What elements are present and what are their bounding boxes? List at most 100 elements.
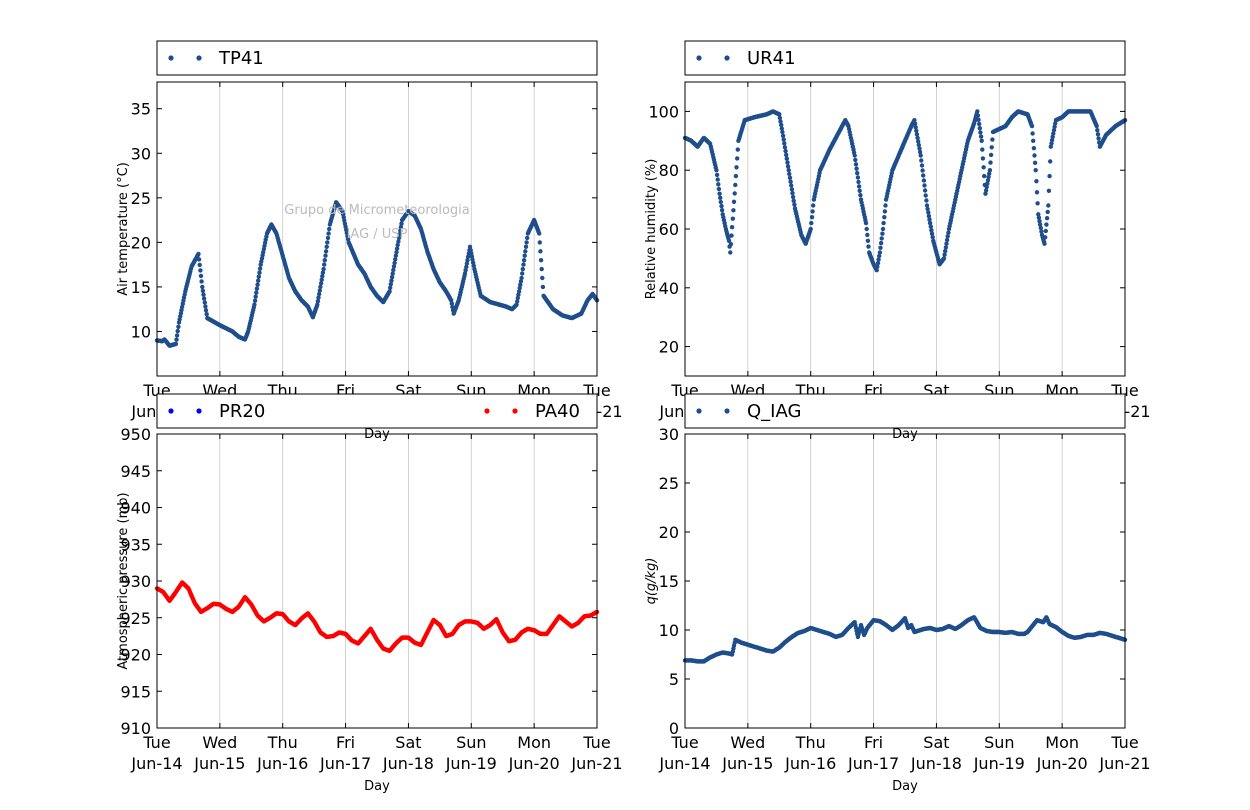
data-point bbox=[317, 288, 322, 293]
data-point bbox=[988, 152, 994, 158]
data-point bbox=[912, 118, 917, 123]
x-tick-label-date: Jun-15 bbox=[721, 754, 773, 773]
data-point bbox=[929, 231, 935, 236]
data-point bbox=[918, 153, 923, 158]
data-point bbox=[865, 238, 871, 243]
data-point bbox=[391, 264, 397, 269]
data-point bbox=[198, 273, 204, 279]
data-point bbox=[390, 271, 395, 276]
data-point bbox=[790, 190, 795, 196]
x-tick-label-date: Jun-20 bbox=[508, 754, 560, 773]
x-tick-label-day: Wed bbox=[202, 733, 237, 752]
data-point bbox=[985, 178, 991, 183]
data-point bbox=[173, 341, 179, 347]
data-point bbox=[924, 198, 929, 203]
data-point bbox=[257, 266, 263, 271]
x-tick-label-date: Jun-19 bbox=[445, 754, 497, 773]
data-point bbox=[882, 209, 888, 214]
legend-box bbox=[684, 393, 1126, 429]
x-tick-label-day: Tue bbox=[1110, 733, 1138, 752]
legend-box bbox=[156, 393, 598, 429]
data-point bbox=[913, 125, 918, 130]
data-point bbox=[256, 278, 261, 283]
data-point bbox=[395, 242, 400, 248]
data-point bbox=[790, 194, 796, 200]
data-point bbox=[319, 277, 324, 282]
x-tick-label-date: Jun-17 bbox=[319, 754, 371, 773]
data-point bbox=[255, 282, 260, 287]
data-point bbox=[989, 145, 994, 150]
data-point bbox=[919, 158, 924, 163]
data-point bbox=[254, 286, 260, 291]
data-point bbox=[515, 299, 520, 304]
data-point bbox=[201, 296, 207, 301]
data-point bbox=[1048, 159, 1053, 164]
data-point bbox=[986, 174, 991, 180]
y-tick-label: 20 bbox=[659, 523, 679, 542]
x-tick-label-date: Jun-14 bbox=[130, 754, 182, 773]
data-point bbox=[735, 147, 740, 152]
y-tick-label: 15 bbox=[659, 572, 679, 591]
y-tick-label: 950 bbox=[120, 425, 151, 444]
data-point bbox=[537, 231, 542, 236]
x-tick-label-date: Jun-15 bbox=[193, 754, 245, 773]
data-point bbox=[726, 238, 732, 243]
y-tick-label: 925 bbox=[120, 609, 151, 628]
data-point bbox=[1037, 219, 1042, 224]
data-point bbox=[1029, 123, 1035, 129]
data-point bbox=[785, 160, 790, 165]
data-point bbox=[923, 193, 928, 198]
watermark-line1: Grupo de Micrometeorologia bbox=[284, 203, 470, 218]
data-point bbox=[1049, 137, 1055, 143]
y-tick-label: 940 bbox=[120, 499, 151, 518]
data-point bbox=[915, 135, 920, 141]
data-point bbox=[881, 220, 886, 226]
data-point bbox=[856, 179, 861, 185]
data-point bbox=[863, 220, 869, 226]
data-point bbox=[1042, 241, 1047, 246]
data-point bbox=[914, 128, 919, 133]
data-point bbox=[927, 217, 932, 222]
series-TP41 bbox=[154, 200, 600, 348]
data-point bbox=[789, 187, 795, 192]
data-point bbox=[978, 130, 983, 135]
y-tick-label: 40 bbox=[659, 279, 679, 298]
data-point bbox=[852, 153, 857, 158]
plot-frame bbox=[156, 81, 598, 377]
data-point bbox=[945, 234, 950, 239]
y-axis-label: q(g/kg) bbox=[644, 558, 659, 605]
data-point bbox=[389, 274, 395, 280]
legend-label: PA40 bbox=[535, 401, 580, 422]
data-point bbox=[785, 164, 791, 169]
x-tick-label-day: Fri bbox=[864, 733, 883, 752]
legend-box bbox=[684, 40, 1126, 76]
data-point bbox=[465, 258, 470, 263]
y-tick-label: 100 bbox=[648, 102, 679, 121]
data-point bbox=[912, 121, 918, 126]
data-point bbox=[396, 235, 402, 241]
legend-marker bbox=[724, 55, 730, 61]
data-point bbox=[514, 302, 519, 307]
data-point bbox=[325, 240, 330, 245]
x-tick-label-date: Jun-20 bbox=[1036, 754, 1088, 773]
data-point bbox=[783, 148, 788, 154]
data-point bbox=[735, 156, 740, 161]
watermark-line2: IAG / USP bbox=[347, 227, 408, 242]
legend: UR41 bbox=[684, 40, 1126, 76]
data-point bbox=[877, 250, 883, 255]
data-point bbox=[983, 188, 989, 193]
data-point bbox=[387, 289, 392, 294]
legend-label: Q_IAG bbox=[747, 401, 801, 422]
data-point bbox=[914, 132, 920, 137]
data-point bbox=[854, 166, 859, 171]
data-point bbox=[392, 260, 397, 266]
data-point bbox=[714, 168, 719, 173]
data-point bbox=[1046, 203, 1051, 208]
data-point bbox=[322, 258, 327, 263]
chart-pressure: 910 915 920 925 930 935 940 945 950 Tue Jun-14 Wed J… bbox=[116, 393, 623, 794]
data-point bbox=[879, 236, 884, 241]
data-point bbox=[732, 191, 737, 196]
data-point bbox=[728, 250, 733, 255]
data-point bbox=[538, 258, 544, 263]
